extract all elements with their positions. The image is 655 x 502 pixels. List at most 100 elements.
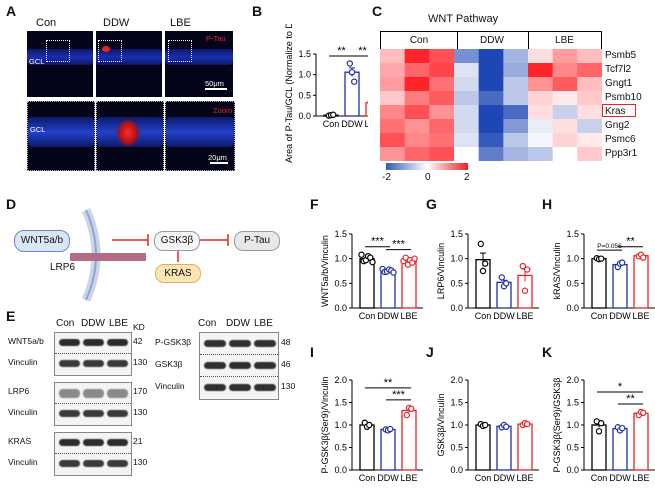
gene-label: Psmb5 — [605, 50, 637, 61]
heatmap-cell — [528, 105, 554, 120]
blot-kd-value: 130 — [133, 357, 148, 367]
bar-ddw — [344, 71, 360, 117]
y-tick-label: 1.0 — [566, 254, 579, 264]
gene-label: Psmc6 — [605, 134, 636, 145]
y-tick-label: 1.5 — [334, 229, 347, 239]
y-tick-label: 1.5 — [334, 398, 347, 408]
blot-header-lbe-right: LBE — [254, 318, 273, 329]
colorbar-tick-mid: 0 — [425, 172, 431, 183]
data-point — [639, 409, 647, 417]
blot-header-ddw-right: DDW — [226, 318, 250, 329]
panel-letter-f: F — [310, 196, 319, 212]
significance-label: *** — [392, 389, 406, 401]
colorbar-tick-max: 2 — [464, 172, 470, 183]
blot-band — [107, 360, 128, 367]
micrograph-lbe-zoom: Zoom 20μm — [165, 101, 235, 171]
gene-label-highlighted: Kras — [605, 106, 626, 117]
blot-kd-value: 130 — [133, 407, 148, 417]
heatmap-cell — [404, 77, 430, 92]
bar-chart-i: 0.0 0.5 1.0 1.5 2.0 P-GSK3β(Ser9)/Vinculin Con… — [320, 375, 423, 483]
blot-protein-label: Vinculin — [8, 457, 38, 467]
ptau-signal — [117, 120, 139, 146]
heatmap-cell — [404, 49, 430, 64]
blot-band — [83, 360, 104, 367]
bar-lbe — [365, 102, 368, 117]
bar-lbe — [633, 412, 649, 471]
y-tick-label: 1.5 — [298, 49, 311, 59]
blot-membrane — [199, 332, 279, 400]
heatmap-cell — [429, 91, 455, 106]
y-tick-label: 1.0 — [450, 254, 463, 264]
blot-band — [107, 439, 128, 446]
heatmap-cell — [577, 49, 602, 64]
data-point — [346, 60, 354, 67]
heatmap-cell — [404, 63, 430, 78]
heatmap-title: WNT Pathway — [428, 13, 499, 25]
x-tick-label: LBE — [632, 473, 649, 483]
data-point — [477, 240, 485, 248]
heatmap-cell — [404, 133, 430, 148]
panel-a-header-con: Con — [36, 17, 57, 29]
bar-ddw — [496, 425, 512, 471]
micrograph-ddw-zoom — [96, 101, 164, 171]
heatmap-cell — [577, 63, 602, 78]
zoom-region-box — [168, 40, 192, 62]
y-tick-label: 1.5 — [450, 398, 463, 408]
blot-membrane — [54, 432, 132, 476]
y-axis-label: P-GSK3β(Ser9)/GSK3β — [552, 378, 562, 473]
bar-ddw — [380, 269, 396, 309]
blot-band — [204, 362, 226, 369]
blot-protein-label: KRAS — [8, 436, 32, 446]
panel-a-header-ddw: DDW — [103, 17, 130, 29]
blot-band — [229, 362, 251, 369]
scale-label-bottom: 20μm — [208, 153, 227, 162]
heatmap-cell — [528, 147, 554, 161]
bar-chart-j: 0.0 0.5 1.0 1.5 2.0 GSK3β/Vinculin Con DDW LBE — [436, 375, 539, 483]
blot-kd-value: 130 — [133, 457, 148, 467]
blot-band — [254, 384, 276, 391]
heatmap-cell — [478, 133, 504, 148]
heatmap-cell — [528, 133, 554, 148]
bar-ddw — [612, 263, 628, 309]
x-tick-label: LBE — [364, 119, 368, 129]
y-axis-label: kRAS/Vinculin — [552, 243, 562, 300]
x-tick-label: LBE — [516, 473, 533, 483]
heatmap-cell — [503, 133, 529, 148]
x-tick-label: Con — [323, 119, 340, 129]
heatmap-cell — [429, 49, 455, 64]
heatmap-cell — [503, 91, 529, 106]
y-axis-label: GSK3β/Vinculin — [436, 393, 446, 456]
bar-ddw — [380, 428, 396, 471]
heatmap-cell — [552, 133, 578, 148]
heatmap-cell — [478, 147, 504, 161]
data-point — [407, 405, 415, 413]
y-tick-label: 1.0 — [334, 254, 347, 264]
heatmap-cell — [454, 133, 480, 148]
gcl-label: GCL — [30, 125, 46, 134]
gene-label: Tcf7l2 — [605, 64, 632, 75]
x-tick-label: DDW — [609, 311, 631, 321]
blot-protein-label: Vinculin — [155, 381, 185, 391]
ptau-stain-label: P-Tau — [206, 34, 226, 43]
data-point — [482, 260, 489, 267]
data-point — [498, 274, 506, 281]
heatmap-cell — [552, 77, 578, 92]
blot-divider — [55, 453, 131, 454]
bar-lbe — [633, 255, 649, 309]
heatmap-cell — [552, 63, 578, 78]
heatmap-cell — [404, 147, 430, 161]
bar-lbe — [517, 423, 533, 471]
y-tick-label: 0.5 — [450, 278, 463, 288]
blot-band — [59, 360, 80, 367]
panel-letter-a: A — [6, 3, 17, 19]
x-tick-label: Con — [475, 473, 492, 483]
heatmap-cell — [528, 63, 554, 78]
panel-letter-h: H — [542, 196, 553, 212]
data-point — [411, 255, 418, 262]
heatmap-cell — [380, 77, 406, 92]
heatmap-cell — [429, 63, 455, 78]
y-tick-label: 0.0 — [450, 303, 463, 313]
data-point — [523, 420, 531, 428]
ptau-signal — [102, 46, 110, 52]
wnt5ab-node: WNT5a/b — [14, 230, 70, 252]
